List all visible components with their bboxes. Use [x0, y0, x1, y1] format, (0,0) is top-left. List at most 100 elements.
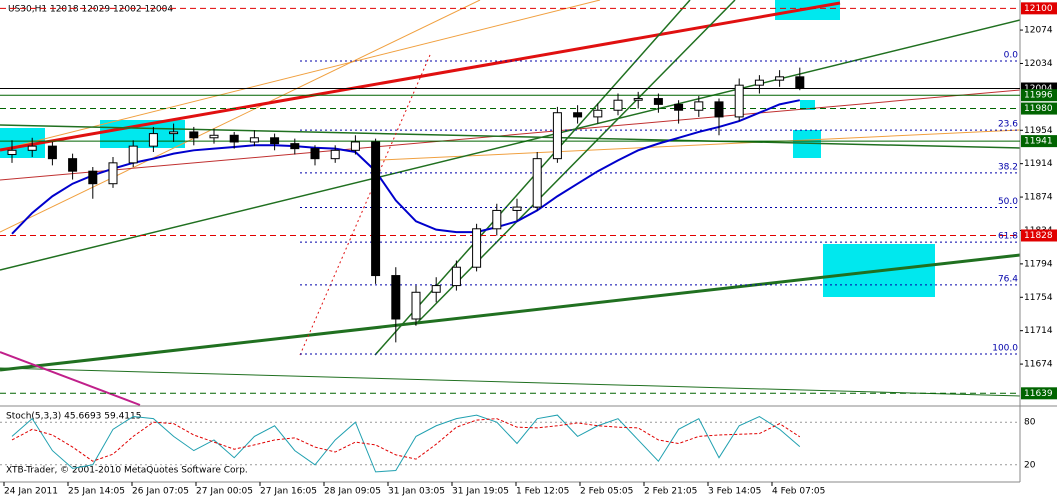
candle-body — [128, 145, 138, 164]
fib-label: 38.2 — [998, 162, 1018, 172]
candle-body — [88, 170, 98, 185]
price-box — [1021, 229, 1057, 242]
price-box-label: 11639 — [1024, 389, 1053, 399]
trendline — [379, 129, 1021, 161]
fib-label: 0.0 — [1004, 50, 1019, 60]
moving-average — [11, 99, 801, 235]
trendline — [0, 0, 481, 233]
fib-label: 23.6 — [998, 120, 1018, 130]
candle-body — [350, 141, 360, 151]
candle-body — [492, 209, 502, 230]
candle-body — [512, 206, 522, 211]
candle-body — [451, 266, 461, 287]
candle-body — [270, 137, 280, 145]
candle-body — [714, 101, 724, 118]
candle-body — [633, 98, 643, 101]
candle-body — [169, 131, 179, 135]
x-tick-label: 1 Feb 12:05 — [516, 487, 569, 497]
price-box-label: 12100 — [1024, 4, 1053, 14]
x-tick-label: 3 Feb 14:05 — [708, 487, 761, 497]
zone — [800, 100, 815, 110]
trendline — [0, 253, 1021, 372]
candle-body — [411, 291, 421, 320]
y-tick-label: 12074 — [1024, 26, 1053, 36]
stoch-tick-label: 20 — [1024, 460, 1036, 470]
stoch-tick-label: 80 — [1024, 418, 1036, 428]
price-box — [1021, 89, 1057, 102]
candle-body — [27, 145, 37, 151]
y-tick-label: 11754 — [1024, 293, 1053, 303]
candle-body — [7, 149, 17, 155]
drawings — [0, 0, 1057, 483]
fib-label: 61.8 — [998, 232, 1018, 242]
candle-body — [775, 76, 785, 81]
trendline — [0, 351, 141, 406]
candle-body — [472, 228, 482, 268]
trendline — [0, 124, 1021, 149]
candle-body — [209, 134, 219, 139]
candle-body — [330, 149, 340, 160]
y-tick-label: 11954 — [1024, 126, 1053, 136]
x-tick-label: 2 Feb 21:05 — [644, 487, 697, 497]
candle-body — [431, 285, 441, 293]
price-box-label: 11828 — [1024, 231, 1053, 241]
y-tick-label: 11874 — [1024, 193, 1053, 203]
y-tick-label: 12034 — [1024, 59, 1053, 69]
candle-body — [593, 109, 603, 118]
x-tick-label: 24 Jan 2011 — [4, 487, 58, 497]
candle-body — [734, 84, 744, 118]
fib-label: 50.0 — [998, 197, 1018, 207]
stoch-line — [11, 418, 801, 462]
candle-body — [371, 141, 381, 277]
x-tick-label: 27 Jan 16:05 — [260, 487, 317, 497]
price-box-label: 11996 — [1024, 91, 1053, 101]
trendline — [0, 367, 1021, 397]
price-box — [1021, 102, 1057, 115]
candle-body — [249, 137, 259, 143]
chart-title: US30,H1 12018 12029 12002 12004 — [8, 5, 173, 15]
candle-body — [674, 103, 684, 111]
x-tick-label: 31 Jan 19:05 — [452, 487, 509, 497]
price-box-label: 11980 — [1024, 104, 1053, 114]
fib-label: 100.0 — [992, 344, 1018, 354]
candle-body — [290, 143, 300, 150]
candle-body — [68, 158, 78, 172]
y-tick-label: 11794 — [1024, 259, 1053, 269]
price-box-label: 11941 — [1024, 137, 1053, 147]
candle-body — [391, 275, 401, 320]
stoch-line — [11, 414, 801, 473]
x-tick-label: 31 Jan 03:05 — [388, 487, 445, 497]
watermark: XTB-Trader, © 2001-2010 MetaQuotes Softw… — [6, 466, 248, 476]
x-tick-label: 28 Jan 09:05 — [324, 487, 381, 497]
price-box — [1021, 135, 1057, 148]
channel-line — [374, 0, 691, 356]
x-tick-label: 4 Feb 07:05 — [772, 487, 825, 497]
price-box — [1021, 2, 1057, 15]
x-tick-label: 25 Jan 14:05 — [68, 487, 125, 497]
price-box-label: 12004 — [1024, 84, 1053, 94]
price-box — [1021, 387, 1057, 400]
candle-body — [653, 98, 663, 105]
channel-line — [414, 0, 736, 326]
y-tick-label: 11714 — [1024, 326, 1053, 336]
candle-body — [795, 76, 805, 90]
trendline — [0, 1, 841, 152]
fib-label: 76.4 — [998, 274, 1018, 284]
indicator-title: Stoch(5,3,3) 45.6693 59.4115 — [6, 412, 141, 422]
candle-body — [189, 131, 199, 139]
candle-body — [694, 101, 704, 111]
candle-body — [552, 112, 562, 160]
candle-body — [108, 162, 118, 185]
trendline — [0, 89, 1021, 181]
candle-body — [613, 99, 623, 111]
candle-body — [47, 145, 57, 160]
trendline — [0, 19, 1021, 271]
x-tick-label: 26 Jan 07:05 — [132, 487, 189, 497]
trendline — [0, 0, 601, 151]
candle-body — [754, 79, 764, 86]
candle-body — [229, 134, 239, 143]
candle-body — [310, 148, 320, 160]
x-tick-label: 27 Jan 00:05 — [196, 487, 253, 497]
candle-body — [573, 112, 583, 118]
